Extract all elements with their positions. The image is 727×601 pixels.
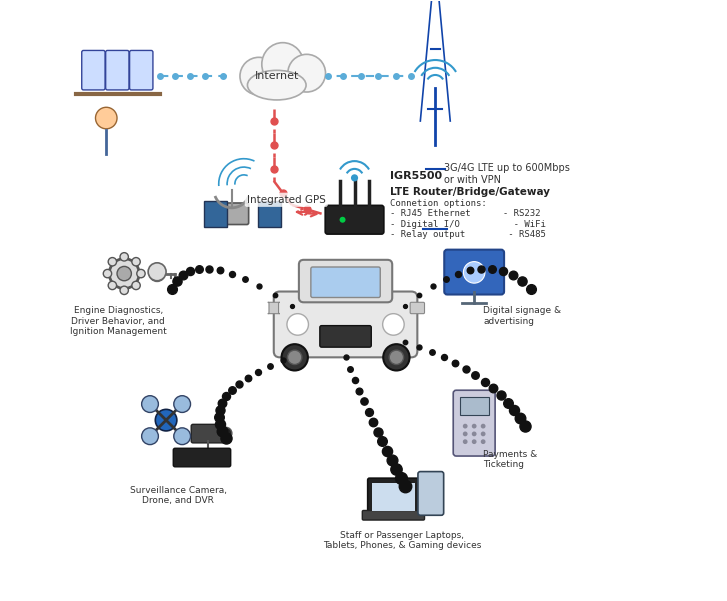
FancyBboxPatch shape [453, 390, 495, 456]
FancyBboxPatch shape [105, 50, 129, 90]
Circle shape [382, 314, 404, 335]
FancyBboxPatch shape [368, 478, 419, 514]
Circle shape [120, 252, 129, 261]
Text: Internet: Internet [254, 71, 299, 81]
Circle shape [149, 266, 165, 281]
Text: Payments &
Ticketing: Payments & Ticketing [483, 450, 537, 469]
Text: Integrated GPS: Integrated GPS [247, 195, 326, 205]
FancyBboxPatch shape [299, 260, 392, 302]
Circle shape [472, 439, 477, 444]
FancyBboxPatch shape [444, 249, 504, 294]
FancyBboxPatch shape [81, 50, 105, 90]
Circle shape [142, 428, 158, 445]
Circle shape [132, 258, 140, 266]
FancyBboxPatch shape [320, 326, 371, 347]
Text: Connetion options:
- RJ45 Ethernet      - RS232
- Digital I/O          - WiFi
- : Connetion options: - RJ45 Ethernet - RS2… [390, 199, 546, 239]
Circle shape [117, 266, 132, 281]
Circle shape [142, 395, 158, 412]
Circle shape [132, 281, 140, 290]
FancyBboxPatch shape [204, 201, 227, 227]
Circle shape [108, 258, 116, 266]
Circle shape [389, 350, 403, 365]
FancyBboxPatch shape [215, 203, 249, 225]
FancyBboxPatch shape [257, 201, 281, 227]
Text: Surveillance Camera,
Drone, and DVR: Surveillance Camera, Drone, and DVR [129, 486, 227, 505]
Circle shape [383, 344, 409, 370]
Circle shape [281, 344, 308, 370]
Circle shape [351, 174, 358, 182]
Circle shape [174, 395, 190, 412]
Ellipse shape [262, 43, 304, 86]
FancyBboxPatch shape [362, 510, 425, 520]
Text: 3G/4G LTE up to 600Mbps
or with VPN: 3G/4G LTE up to 600Mbps or with VPN [444, 163, 570, 185]
Circle shape [472, 432, 477, 436]
Text: IGR5500: IGR5500 [390, 171, 443, 181]
Circle shape [148, 263, 166, 281]
Circle shape [95, 107, 117, 129]
Circle shape [463, 424, 467, 429]
Circle shape [481, 432, 486, 436]
FancyBboxPatch shape [418, 472, 443, 515]
Text: Engine Diagnostics,
Driver Behavior, and
Ignition Management: Engine Diagnostics, Driver Behavior, and… [70, 307, 166, 337]
FancyBboxPatch shape [325, 206, 384, 234]
Text: Digital signage &
advertising: Digital signage & advertising [483, 307, 561, 326]
Circle shape [463, 439, 467, 444]
Circle shape [220, 427, 232, 439]
Circle shape [463, 432, 467, 436]
Text: LTE Router/Bridge/Gateway: LTE Router/Bridge/Gateway [390, 187, 550, 197]
Ellipse shape [247, 70, 306, 100]
Circle shape [120, 286, 129, 294]
Circle shape [287, 314, 308, 335]
Circle shape [340, 217, 345, 223]
Text: Staff or Passenger Laptops,
Tablets, Phones, & Gaming devices: Staff or Passenger Laptops, Tablets, Pho… [324, 531, 481, 551]
Circle shape [103, 269, 112, 278]
Circle shape [472, 424, 477, 429]
FancyBboxPatch shape [372, 483, 415, 511]
FancyBboxPatch shape [268, 302, 280, 314]
Circle shape [137, 269, 145, 278]
Circle shape [481, 439, 486, 444]
FancyBboxPatch shape [311, 267, 380, 297]
Circle shape [287, 350, 302, 365]
Circle shape [463, 261, 485, 283]
Circle shape [174, 428, 190, 445]
FancyBboxPatch shape [173, 448, 230, 467]
Ellipse shape [288, 54, 326, 92]
Circle shape [481, 424, 486, 429]
FancyBboxPatch shape [191, 424, 225, 443]
FancyBboxPatch shape [410, 302, 425, 314]
Circle shape [109, 258, 139, 288]
FancyBboxPatch shape [274, 291, 417, 358]
Circle shape [108, 281, 116, 290]
Ellipse shape [240, 57, 278, 95]
FancyBboxPatch shape [459, 397, 489, 415]
Circle shape [156, 409, 177, 431]
FancyBboxPatch shape [129, 50, 153, 90]
